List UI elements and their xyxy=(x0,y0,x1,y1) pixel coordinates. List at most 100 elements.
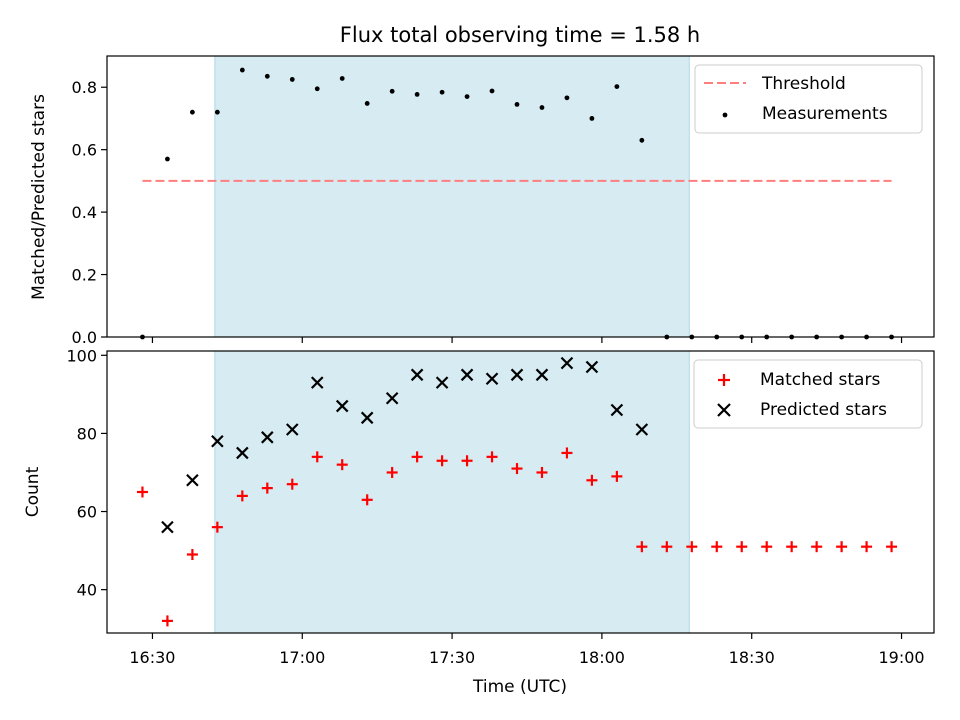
predicted-star-point xyxy=(635,423,649,436)
matched-star-point xyxy=(611,470,623,482)
count-y-tick-label: 40 xyxy=(77,581,97,600)
predicted-star-point xyxy=(161,520,174,534)
ratio-y-tick-label: 0.6 xyxy=(72,141,97,160)
predicted-star-stroke-b xyxy=(610,403,624,417)
matched-star-point xyxy=(261,482,273,494)
predicted-star-point xyxy=(236,446,249,460)
legend-measurements-swatch xyxy=(722,112,728,118)
legend-matched-label: Matched stars xyxy=(760,370,880,390)
matched-star-point xyxy=(861,541,873,553)
legend-measurements-label: Measurements xyxy=(762,104,888,124)
matched-star-point xyxy=(511,463,523,475)
measurement-point xyxy=(489,88,495,94)
predicted-star-point xyxy=(610,403,624,417)
x-tick-label: 17:00 xyxy=(279,648,325,667)
count-legend-box xyxy=(693,359,923,429)
matched-star-point xyxy=(886,541,898,553)
matched-star-point xyxy=(211,521,223,533)
ratio-y-tick-label: 0.2 xyxy=(72,266,97,285)
matched-star-point xyxy=(536,466,548,478)
matched-star-point xyxy=(686,541,698,553)
predicted-star-point xyxy=(560,356,574,370)
x-tick-label: 17:30 xyxy=(429,648,475,667)
matched-star-point xyxy=(786,541,798,553)
ratio-panel: 0.00.20.40.60.8 Matched/Predicted stars … xyxy=(29,55,935,347)
predicted-star-stroke-b xyxy=(385,391,399,405)
legend-predicted-swatch xyxy=(717,403,731,417)
measurement-point xyxy=(539,105,545,110)
measurements-series xyxy=(140,67,894,340)
measurement-point xyxy=(564,95,570,101)
predicted-star-stroke-b xyxy=(310,376,324,389)
matched-star-point xyxy=(361,494,373,506)
predicted-star-point xyxy=(211,434,224,448)
measurement-point xyxy=(239,67,245,73)
predicted-star-stroke-b xyxy=(236,446,249,460)
predicted-star-point xyxy=(510,368,524,382)
count-y-tick-label: 100 xyxy=(66,346,97,365)
predicted-star-point xyxy=(585,360,599,374)
x-tick-label: 19:00 xyxy=(878,648,924,667)
predicted-stars-series xyxy=(161,356,649,534)
ratio-x-ticks xyxy=(151,337,903,343)
predicted-star-point xyxy=(485,372,499,386)
matched-star-point xyxy=(286,478,298,490)
legend-matched-swatch xyxy=(718,374,730,386)
ratio-shaded-span xyxy=(214,55,690,338)
measurement-point xyxy=(464,94,470,99)
matched-star-point xyxy=(136,486,148,498)
matched-star-point xyxy=(411,451,423,463)
count-y-axis-label: Count xyxy=(23,466,43,517)
matched-star-point xyxy=(586,474,598,486)
count-y-tick-label: 60 xyxy=(77,503,97,522)
predicted-star-point xyxy=(186,474,199,487)
ratio-y-tick-label: 0.4 xyxy=(72,203,97,222)
predicted-star-stroke-b xyxy=(410,368,424,382)
ratio-legend: Threshold Measurements xyxy=(694,64,923,134)
measurement-point xyxy=(314,86,320,92)
predicted-star-point xyxy=(535,368,549,382)
predicted-star-point xyxy=(335,399,349,413)
predicted-star-stroke-b xyxy=(186,474,199,487)
predicted-star-point xyxy=(385,391,399,405)
count-y-axis: 40 60 80 100 xyxy=(66,346,107,600)
measurement-point xyxy=(389,88,395,94)
measurement-point xyxy=(414,92,420,97)
predicted-star-stroke-b xyxy=(285,423,299,436)
matched-star-point xyxy=(736,541,748,553)
predicted-star-stroke-b xyxy=(585,360,599,374)
legend-threshold-label: Threshold xyxy=(761,74,846,94)
ratio-y-tick-label: 0.8 xyxy=(72,78,97,97)
matched-star-point xyxy=(661,541,673,553)
measurement-point xyxy=(514,101,520,107)
measurement-point xyxy=(289,77,295,82)
count-legend: Matched stars Predicted stars xyxy=(693,359,923,429)
count-shaded-span xyxy=(214,350,690,634)
matched-star-point xyxy=(386,466,398,478)
matched-star-point xyxy=(461,455,473,467)
matched-star-point xyxy=(311,451,323,463)
x-axis-label: Time (UTC) xyxy=(472,677,567,697)
predicted-star-stroke-b xyxy=(335,399,349,413)
measurement-point xyxy=(364,101,370,106)
predicted-star-stroke-b xyxy=(211,434,224,448)
matched-star-point xyxy=(336,459,348,471)
predicted-star-stroke-b xyxy=(261,431,274,444)
measurement-point xyxy=(339,76,345,81)
measurement-point xyxy=(614,84,620,89)
measurement-point xyxy=(439,89,445,95)
matched-star-point xyxy=(161,615,173,627)
matched-star-point xyxy=(561,447,573,459)
chart-title: Flux total observing time = 1.58 h xyxy=(340,23,700,47)
predicted-star-point xyxy=(261,431,274,444)
ratio-legend-box xyxy=(694,64,923,134)
measurement-point xyxy=(589,116,595,121)
matched-star-point xyxy=(711,541,723,553)
matched-star-point xyxy=(636,541,648,553)
measurement-point xyxy=(189,109,195,115)
predicted-star-stroke-b xyxy=(485,372,499,386)
predicted-star-point xyxy=(310,376,324,389)
predicted-star-point xyxy=(460,368,474,382)
legend-predicted-label: Predicted stars xyxy=(760,400,887,420)
